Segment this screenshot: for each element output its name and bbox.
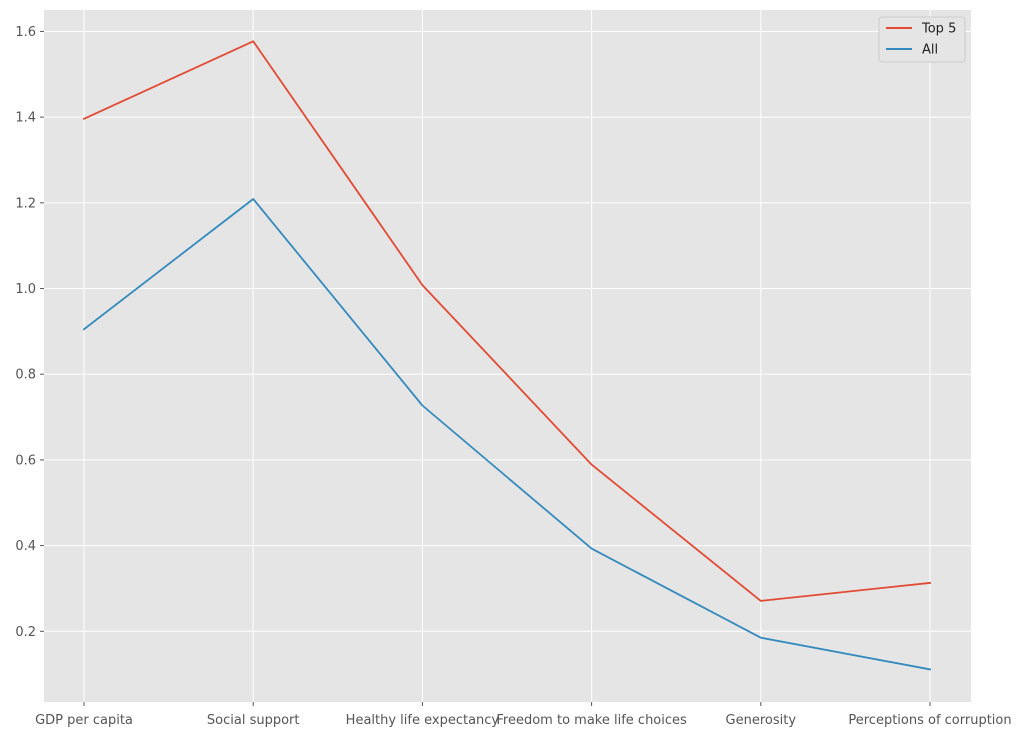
y-tick-label: 1.6 — [15, 25, 36, 40]
series-lines — [82, 40, 932, 671]
grid-lines — [44, 10, 971, 702]
y-tick-label: 0.8 — [15, 368, 36, 383]
y-tick-label: 0.6 — [15, 453, 36, 468]
y-tick-label: 0.2 — [15, 625, 36, 640]
y-tick-label: 1.0 — [15, 282, 36, 297]
y-tick-label: 0.4 — [15, 539, 36, 554]
x-tick-label: Generosity — [726, 713, 797, 728]
x-tick-label: Freedom to make life choices — [496, 713, 687, 728]
legend-label-all: All — [922, 43, 938, 58]
y-tick-label: 1.4 — [15, 111, 36, 126]
plot-background — [44, 10, 971, 702]
y-tick-label: 1.2 — [15, 196, 36, 211]
x-tick-label: Social support — [207, 713, 300, 728]
x-tick-label: GDP per capita — [35, 713, 133, 728]
legend-label-top5: Top 5 — [921, 22, 956, 37]
x-tick-label: Perceptions of corruption — [848, 713, 1011, 728]
legend: Top 5 All — [878, 16, 966, 63]
x-tick-label: Healthy life expectancy — [346, 713, 500, 728]
series-line-top5 — [82, 40, 931, 602]
y-axis-ticks: 0.2 0.4 0.6 0.8 1.0 1.2 1.4 1.6 — [15, 25, 44, 640]
series-line-all — [82, 198, 932, 671]
x-axis-ticks: GDP per capita Social support Healthy life… — [35, 702, 1012, 728]
